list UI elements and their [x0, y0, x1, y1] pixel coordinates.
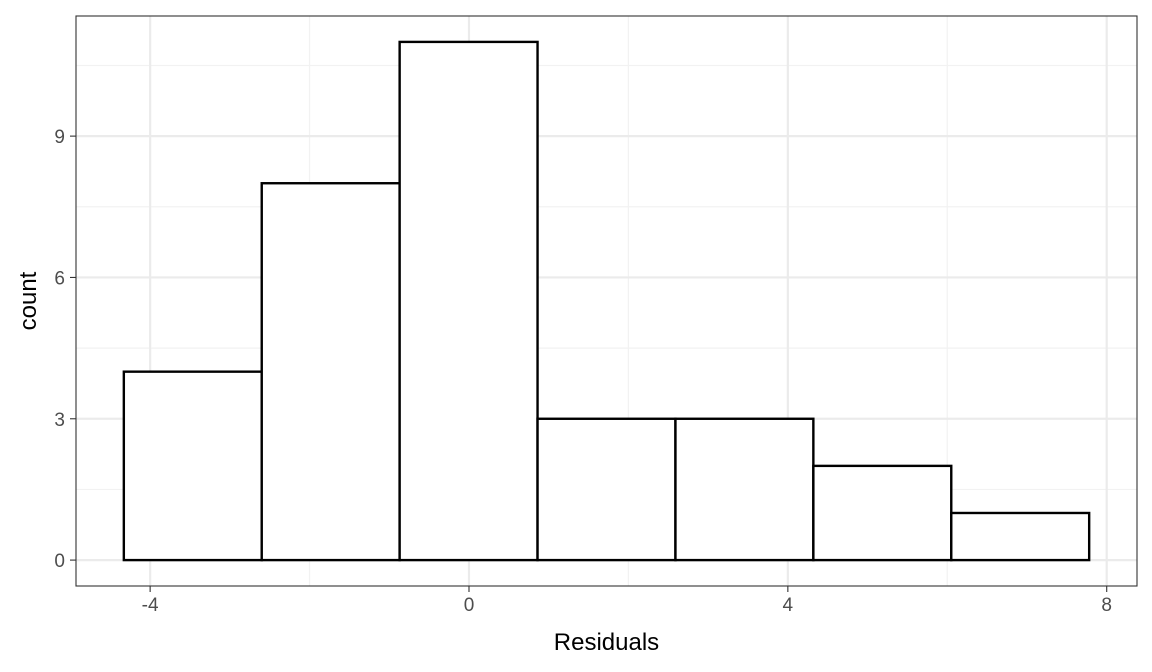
y-axis-title: count — [15, 271, 42, 330]
histogram-bars — [122, 40, 1091, 562]
y-tick-label: 6 — [54, 268, 65, 289]
panel-border — [75, 15, 1138, 587]
x-axis-title: Residuals — [554, 629, 659, 656]
x-tick-label: 4 — [783, 595, 794, 616]
histogram-bar — [260, 182, 401, 562]
histogram-bar — [950, 511, 1091, 562]
histogram-bar — [674, 417, 815, 562]
histogram-bar — [122, 370, 263, 562]
y-axis: 0 3 6 9 — [54, 127, 76, 572]
histogram-bar — [398, 40, 539, 562]
y-tick-label: 0 — [54, 551, 65, 572]
x-axis: -4 0 4 8 — [142, 586, 1112, 616]
histogram-bar — [812, 464, 953, 562]
x-tick-label: -4 — [142, 595, 159, 616]
y-tick-label: 3 — [54, 410, 65, 431]
histogram-bar — [536, 417, 677, 562]
x-tick-label: 8 — [1101, 595, 1112, 616]
y-tick-label: 9 — [54, 127, 65, 148]
x-tick-label: 0 — [464, 595, 475, 616]
